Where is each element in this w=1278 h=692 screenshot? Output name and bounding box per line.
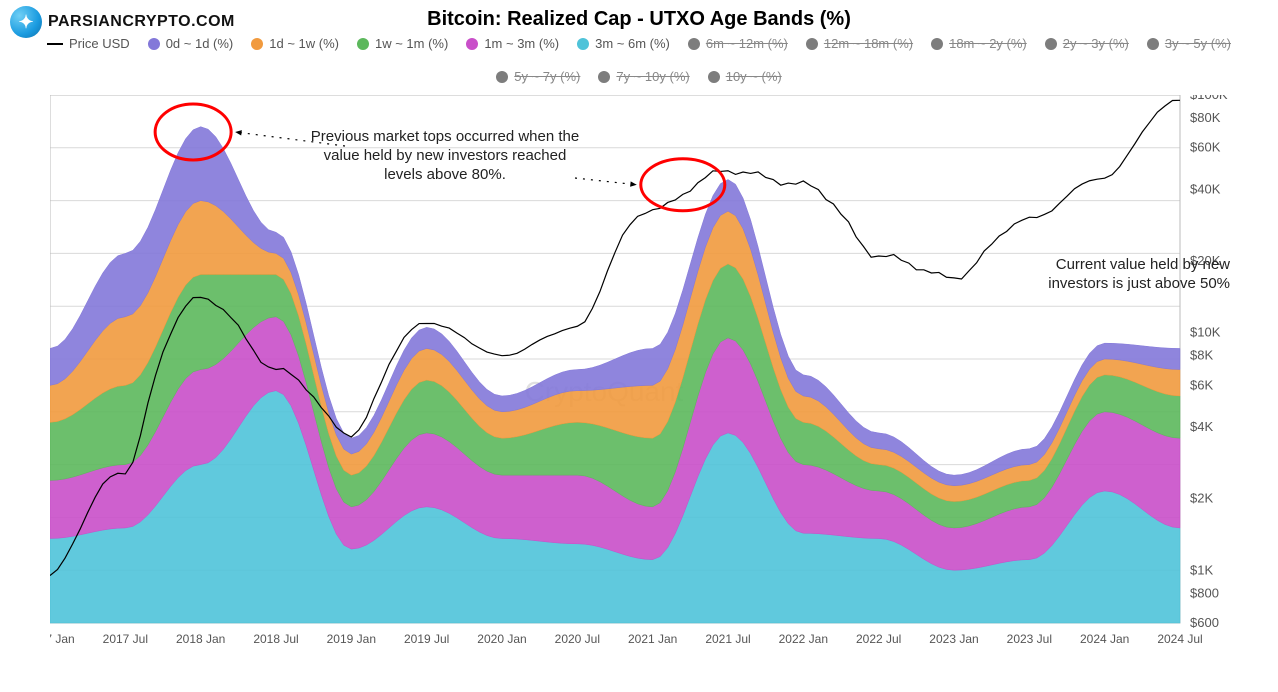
svg-text:2018 Jan: 2018 Jan	[176, 632, 225, 646]
svg-text:$4K: $4K	[1190, 419, 1213, 434]
svg-text:$100K: $100K	[1190, 95, 1228, 102]
annotation-tops: Previous market tops occurred when the v…	[310, 128, 580, 184]
legend-label: 10y ~ (%)	[726, 69, 782, 84]
svg-text:2018 Jul: 2018 Jul	[253, 632, 298, 646]
svg-text:$600: $600	[1190, 615, 1219, 630]
legend-dot-icon	[931, 38, 943, 50]
svg-text:$6K: $6K	[1190, 377, 1213, 392]
svg-text:2020 Jul: 2020 Jul	[555, 632, 600, 646]
svg-text:2017 Jan: 2017 Jan	[50, 632, 75, 646]
svg-text:$8K: $8K	[1190, 348, 1213, 363]
legend-line-icon	[47, 43, 63, 45]
legend-item[interactable]: 3m ~ 6m (%)	[577, 36, 670, 51]
legend-dot-icon	[1045, 38, 1057, 50]
annotation-current: Current value held by new investors is j…	[1010, 256, 1230, 294]
legend-label: 7y ~ 10y (%)	[616, 69, 689, 84]
legend-item[interactable]: 3y ~ 5y (%)	[1147, 36, 1231, 51]
legend-dot-icon	[708, 71, 720, 83]
legend-dot-icon	[1147, 38, 1159, 50]
legend-item[interactable]: 12m ~ 18m (%)	[806, 36, 913, 51]
legend-dot-icon	[577, 38, 589, 50]
legend-label: Price USD	[69, 36, 130, 51]
legend-label: 12m ~ 18m (%)	[824, 36, 913, 51]
legend: Price USD 0d ~ 1d (%) 1d ~ 1w (%) 1w ~ 1m (…	[0, 36, 1278, 84]
chart-title: Bitcoin: Realized Cap - UTXO Age Bands (…	[0, 8, 1278, 31]
svg-text:2024 Jan: 2024 Jan	[1080, 632, 1129, 646]
svg-text:2024 Jul: 2024 Jul	[1157, 632, 1202, 646]
legend-dot-icon	[806, 38, 818, 50]
svg-text:$60K: $60K	[1190, 140, 1221, 155]
legend-item[interactable]: 2y ~ 3y (%)	[1045, 36, 1129, 51]
legend-item[interactable]: 1d ~ 1w (%)	[251, 36, 339, 51]
legend-label: 3y ~ 5y (%)	[1165, 36, 1231, 51]
svg-text:2023 Jul: 2023 Jul	[1007, 632, 1052, 646]
legend-item[interactable]: 5y ~ 7y (%)	[496, 69, 580, 84]
legend-label: 1w ~ 1m (%)	[375, 36, 448, 51]
svg-text:2017 Jul: 2017 Jul	[103, 632, 148, 646]
legend-label: 18m ~ 2y (%)	[949, 36, 1027, 51]
legend-item[interactable]: 1w ~ 1m (%)	[357, 36, 448, 51]
svg-text:2021 Jan: 2021 Jan	[628, 632, 677, 646]
legend-dot-icon	[598, 71, 610, 83]
svg-text:2023 Jan: 2023 Jan	[929, 632, 978, 646]
svg-text:$40K: $40K	[1190, 182, 1221, 197]
legend-label: 1m ~ 3m (%)	[484, 36, 559, 51]
svg-text:$2K: $2K	[1190, 491, 1213, 506]
legend-dot-icon	[148, 38, 160, 50]
chart-plot: 0102030405060708090$600$800$1K$2K$4K$6K$…	[50, 95, 1228, 655]
legend-dot-icon	[688, 38, 700, 50]
legend-item[interactable]: Price USD	[47, 36, 130, 51]
legend-label: 1d ~ 1w (%)	[269, 36, 339, 51]
svg-text:$10K: $10K	[1190, 325, 1221, 340]
legend-label: 5y ~ 7y (%)	[514, 69, 580, 84]
legend-label: 2y ~ 3y (%)	[1063, 36, 1129, 51]
svg-text:$1K: $1K	[1190, 562, 1213, 577]
legend-item[interactable]: 6m ~ 12m (%)	[688, 36, 788, 51]
svg-text:2020 Jan: 2020 Jan	[477, 632, 526, 646]
svg-text:$800: $800	[1190, 585, 1219, 600]
legend-item[interactable]: 18m ~ 2y (%)	[931, 36, 1027, 51]
legend-label: 6m ~ 12m (%)	[706, 36, 788, 51]
legend-dot-icon	[496, 71, 508, 83]
legend-dot-icon	[466, 38, 478, 50]
legend-item[interactable]: 1m ~ 3m (%)	[466, 36, 559, 51]
svg-text:$80K: $80K	[1190, 110, 1221, 125]
legend-label: 3m ~ 6m (%)	[595, 36, 670, 51]
legend-item[interactable]: 0d ~ 1d (%)	[148, 36, 234, 51]
legend-item[interactable]: 10y ~ (%)	[708, 69, 782, 84]
svg-text:2019 Jan: 2019 Jan	[327, 632, 376, 646]
svg-text:2022 Jan: 2022 Jan	[779, 632, 828, 646]
legend-item[interactable]: 7y ~ 10y (%)	[598, 69, 689, 84]
legend-label: 0d ~ 1d (%)	[166, 36, 234, 51]
svg-text:2019 Jul: 2019 Jul	[404, 632, 449, 646]
svg-text:2021 Jul: 2021 Jul	[705, 632, 750, 646]
legend-dot-icon	[251, 38, 263, 50]
legend-dot-icon	[357, 38, 369, 50]
svg-text:2022 Jul: 2022 Jul	[856, 632, 901, 646]
